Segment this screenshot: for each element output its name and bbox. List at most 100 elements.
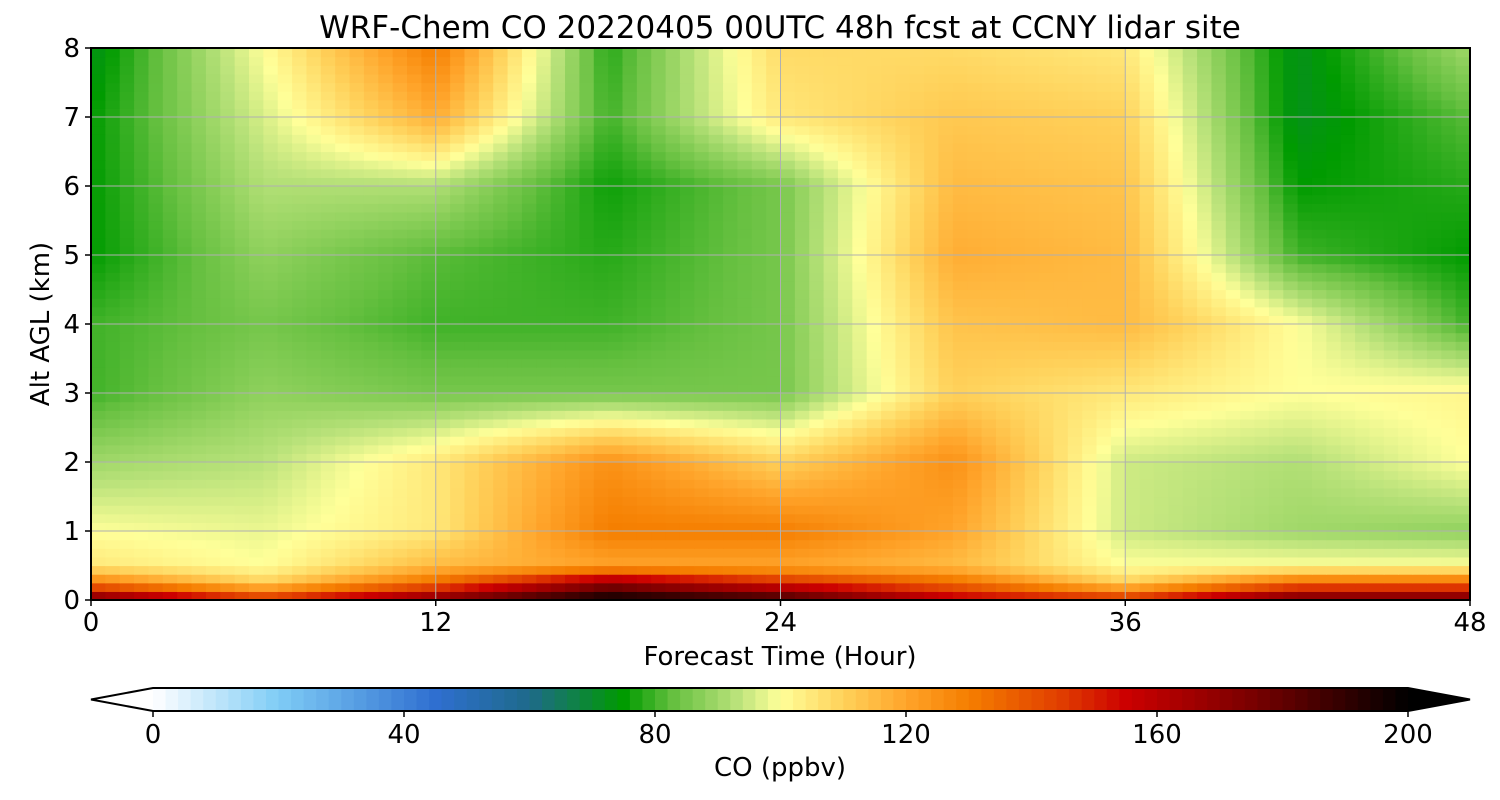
co-cell — [105, 505, 121, 515]
co-cell — [780, 427, 796, 437]
co-cell — [1182, 151, 1198, 161]
co-cell — [981, 384, 997, 394]
co-cell — [1455, 393, 1471, 403]
co-cell — [263, 280, 279, 291]
co-cell — [191, 332, 207, 342]
co-cell — [1039, 487, 1055, 498]
co-cell — [1197, 160, 1213, 170]
co-cell — [1110, 496, 1126, 506]
co-cell — [205, 401, 221, 411]
co-cell — [435, 203, 451, 213]
co-cell — [866, 591, 882, 601]
co-cell — [1125, 220, 1141, 230]
co-cell — [421, 280, 437, 291]
co-cell — [1153, 289, 1169, 299]
co-cell — [708, 418, 724, 429]
co-cell — [134, 280, 150, 291]
co-cell — [952, 177, 968, 187]
co-cell — [967, 522, 983, 532]
co-cell — [981, 436, 997, 446]
co-cell — [636, 324, 652, 334]
co-cell — [608, 160, 624, 170]
co-cell — [1412, 384, 1428, 394]
co-cell — [421, 306, 437, 316]
co-cell — [550, 177, 566, 187]
co-cell — [263, 487, 279, 498]
co-cell — [306, 367, 322, 377]
co-cell — [407, 401, 422, 411]
co-cell — [981, 522, 997, 532]
co-cell — [679, 255, 695, 265]
co-cell — [1426, 324, 1442, 334]
co-cell — [493, 280, 509, 291]
co-cell — [148, 186, 164, 196]
co-cell — [493, 565, 509, 575]
co-cell — [995, 427, 1011, 437]
co-cell — [378, 194, 394, 204]
co-cell — [205, 229, 221, 239]
co-cell — [1168, 324, 1184, 334]
co-cell — [1067, 306, 1083, 316]
co-cell — [636, 255, 652, 265]
co-cell — [306, 306, 322, 316]
co-cell — [593, 418, 609, 429]
co-cell — [1240, 522, 1256, 532]
co-cell — [249, 470, 264, 480]
co-cell — [1096, 565, 1112, 575]
co-cell — [1082, 186, 1098, 196]
co-cell — [277, 444, 293, 454]
co-cell — [780, 237, 796, 247]
co-cell — [723, 384, 738, 394]
co-cell — [1426, 341, 1442, 351]
co-cell — [1268, 505, 1284, 515]
co-cell — [1369, 556, 1385, 567]
co-cell — [1441, 263, 1457, 273]
co-cell — [550, 565, 566, 575]
co-cell — [1010, 315, 1026, 325]
co-cell — [651, 479, 667, 489]
co-cell — [435, 160, 451, 170]
co-cell — [1412, 263, 1428, 273]
co-cell — [694, 151, 710, 161]
co-cell — [205, 203, 221, 213]
co-cell — [1010, 427, 1026, 437]
co-cell — [636, 531, 652, 541]
co-cell — [579, 160, 595, 170]
co-cell — [1283, 324, 1299, 334]
co-cell — [306, 556, 322, 567]
co-cell — [1326, 582, 1342, 592]
co-cell — [1168, 591, 1184, 601]
co-cell — [708, 591, 724, 601]
co-cell — [234, 349, 250, 360]
co-cell — [148, 332, 164, 342]
co-cell — [292, 487, 308, 498]
co-cell — [1311, 160, 1327, 170]
co-cell — [148, 375, 164, 385]
co-cell — [220, 194, 236, 204]
co-cell — [249, 341, 264, 351]
co-cell — [866, 272, 882, 282]
co-cell — [837, 298, 853, 308]
co-cell — [478, 444, 494, 454]
co-cell — [493, 237, 509, 247]
co-cell — [1355, 479, 1371, 489]
co-cell — [493, 298, 509, 308]
co-cell — [1426, 513, 1442, 523]
co-cell — [1197, 272, 1213, 282]
co-cell — [995, 203, 1011, 213]
co-cell — [766, 229, 782, 239]
co-cell — [924, 505, 940, 515]
co-cell — [924, 384, 940, 394]
co-cell — [723, 574, 738, 584]
co-cell — [306, 272, 322, 282]
co-cell — [967, 384, 983, 394]
co-cell — [1398, 574, 1414, 584]
co-cell — [162, 332, 178, 342]
co-cell — [1297, 151, 1313, 161]
co-cell — [608, 444, 624, 454]
co-cell — [421, 436, 437, 446]
co-cell — [521, 582, 537, 592]
co-cell — [837, 522, 853, 532]
co-cell — [507, 246, 523, 256]
co-cell — [1110, 444, 1126, 454]
